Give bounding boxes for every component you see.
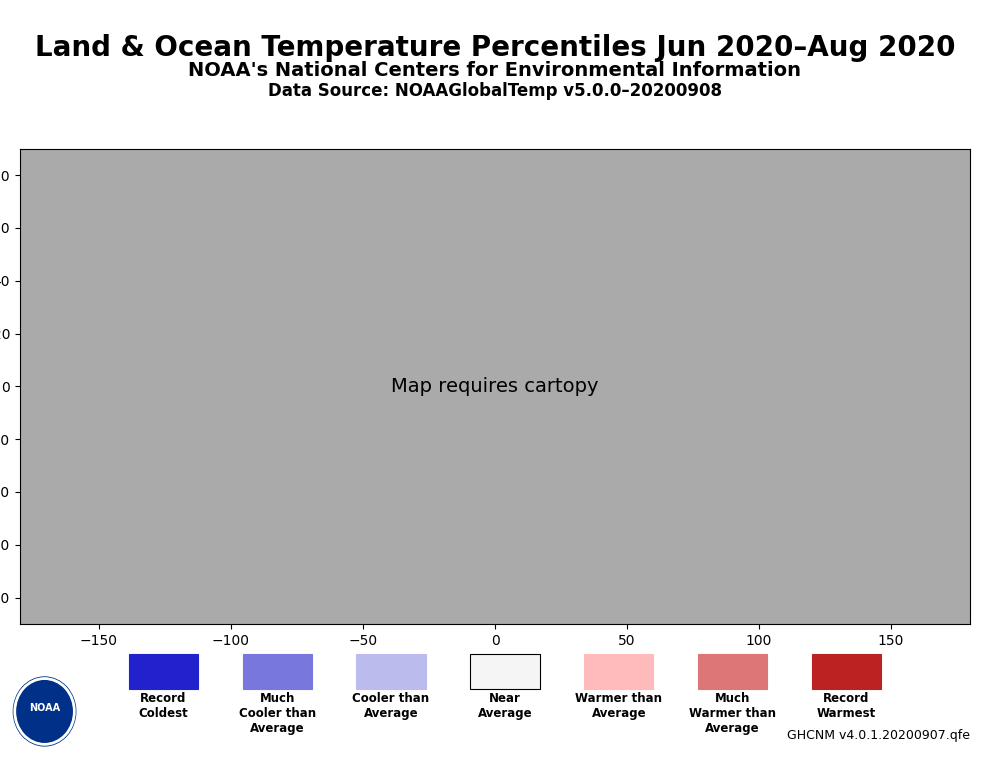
Text: Near
Average: Near Average (477, 692, 533, 721)
Text: Map requires cartopy: Map requires cartopy (391, 377, 599, 396)
FancyBboxPatch shape (129, 654, 198, 688)
Text: Much
Warmer than
Average: Much Warmer than Average (689, 692, 776, 735)
Text: Record
Warmest: Record Warmest (817, 692, 876, 721)
Text: NOAA: NOAA (29, 702, 60, 713)
FancyBboxPatch shape (243, 654, 312, 688)
FancyBboxPatch shape (470, 654, 540, 688)
FancyBboxPatch shape (584, 654, 653, 688)
Text: Record
Coldest: Record Coldest (139, 692, 188, 721)
Text: NOAA's National Centers for Environmental Information: NOAA's National Centers for Environmenta… (188, 61, 802, 80)
Text: Data Source: NOAAGlobalTemp v5.0.0–20200908: Data Source: NOAAGlobalTemp v5.0.0–20200… (268, 82, 722, 100)
Text: GHCNM v4.0.1.20200907.qfe: GHCNM v4.0.1.20200907.qfe (787, 729, 970, 742)
Text: Much
Cooler than
Average: Much Cooler than Average (239, 692, 316, 735)
FancyBboxPatch shape (356, 654, 426, 688)
Text: Land & Ocean Temperature Percentiles Jun 2020–Aug 2020: Land & Ocean Temperature Percentiles Jun… (35, 34, 955, 63)
Text: Cooler than
Average: Cooler than Average (352, 692, 430, 721)
Circle shape (13, 677, 76, 746)
Text: Warmer than
Average: Warmer than Average (575, 692, 662, 721)
FancyBboxPatch shape (812, 654, 881, 688)
FancyBboxPatch shape (698, 654, 767, 688)
